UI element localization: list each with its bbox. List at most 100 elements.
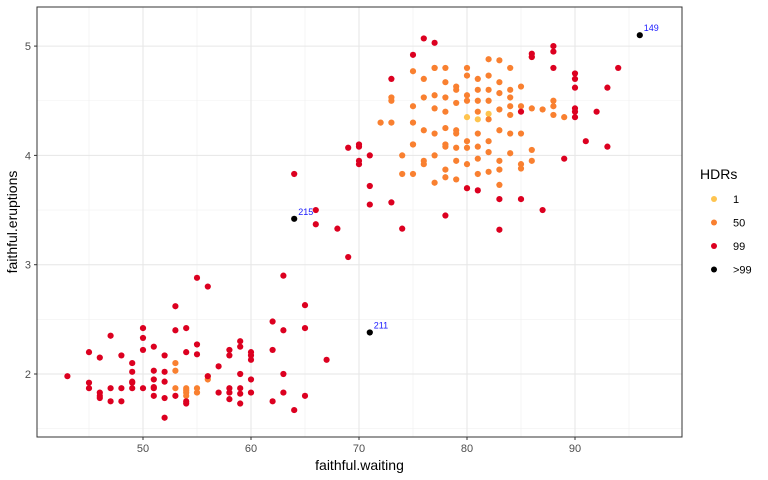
data-point: [550, 97, 557, 104]
data-point: [442, 174, 449, 181]
grid-lines: [37, 7, 682, 437]
data-point: [431, 92, 438, 99]
data-point: [496, 166, 503, 173]
data-point: [463, 114, 471, 121]
data-point: [291, 215, 298, 222]
data-point: [280, 370, 287, 378]
data-point: [507, 111, 514, 119]
data-point: [431, 179, 438, 186]
legend-title: HDRs: [700, 166, 737, 182]
data-point: [150, 343, 157, 350]
data-point: [118, 352, 125, 359]
data-point: [550, 48, 557, 55]
point-annotations: 149 215 211: [298, 23, 659, 330]
data-point: [485, 110, 492, 117]
x-tick-label: 80: [461, 443, 473, 455]
data-point: [463, 185, 471, 192]
data-point: [485, 97, 492, 104]
data-point: [474, 86, 481, 93]
data-point: [237, 370, 244, 378]
data-point: [517, 103, 525, 110]
data-point: [571, 114, 579, 121]
data-point: [366, 329, 373, 336]
data-point: [442, 141, 449, 148]
data-point: [237, 343, 244, 350]
data-point: [345, 253, 352, 261]
data-point: [463, 138, 471, 145]
data-point: [485, 116, 492, 123]
data-point: [129, 385, 136, 392]
x-tick-label: 50: [137, 443, 149, 455]
data-point: [615, 64, 622, 72]
x-axis-ticks: 50 60 70 80 90: [137, 437, 581, 455]
legend-label: >99: [733, 265, 752, 277]
data-point: [247, 376, 255, 383]
data-point: [280, 389, 287, 396]
data-point: [485, 149, 492, 156]
data-point: [431, 105, 438, 112]
data-point: [474, 130, 481, 137]
data-point: [193, 389, 201, 396]
data-point: [474, 143, 481, 150]
data-point: [539, 206, 546, 214]
data-point: [431, 152, 438, 159]
data-point: [366, 201, 373, 208]
data-point: [161, 352, 168, 359]
data-point: [139, 334, 147, 342]
data-point: [161, 378, 168, 385]
data-point: [539, 106, 546, 113]
data-point: [301, 302, 309, 309]
data-point: [118, 398, 125, 405]
data-point: [442, 108, 449, 115]
data-point: [237, 338, 244, 345]
data-point: [409, 51, 417, 58]
data-point: [550, 111, 557, 119]
data-point: [269, 318, 276, 325]
data-point: [550, 43, 557, 50]
data-point: [604, 143, 611, 150]
data-point: [442, 166, 449, 173]
data-point: [420, 94, 427, 101]
data-point: [485, 56, 492, 63]
data-point: [453, 157, 460, 164]
data-point: [366, 182, 373, 190]
data-point: [442, 64, 449, 72]
data-point: [496, 89, 503, 97]
legend-key-icon: [711, 196, 717, 202]
data-point: [463, 64, 471, 72]
data-point: [193, 274, 201, 281]
data-point: [215, 363, 222, 370]
data-point: [312, 221, 319, 228]
data-point: [593, 108, 600, 115]
data-point: [388, 119, 395, 126]
data-point: [226, 396, 233, 403]
data-point: [474, 187, 481, 194]
data-point: [463, 144, 471, 151]
data-point: [474, 155, 481, 162]
data-point: [507, 103, 514, 110]
data-point: [150, 376, 157, 383]
data-point: [183, 387, 190, 394]
legend-label: 50: [733, 218, 745, 230]
data-point: [474, 108, 481, 115]
legend-label: 1: [733, 194, 739, 206]
data-point: [172, 327, 179, 334]
data-point: [507, 64, 514, 72]
data-point: [431, 130, 438, 137]
data-point: [183, 392, 190, 399]
data-point: [442, 94, 449, 101]
data-point: [399, 152, 406, 159]
data-point: [604, 84, 611, 91]
data-point: [550, 103, 557, 110]
data-point: [280, 327, 287, 334]
data-point: [172, 359, 179, 367]
data-point: [517, 130, 525, 137]
data-point: [496, 127, 503, 134]
legend-key-icon: [711, 219, 717, 226]
data-point: [442, 124, 449, 132]
data-point: [420, 157, 427, 164]
data-point: [485, 138, 492, 145]
data-point: [118, 385, 125, 392]
data-point: [193, 385, 201, 392]
